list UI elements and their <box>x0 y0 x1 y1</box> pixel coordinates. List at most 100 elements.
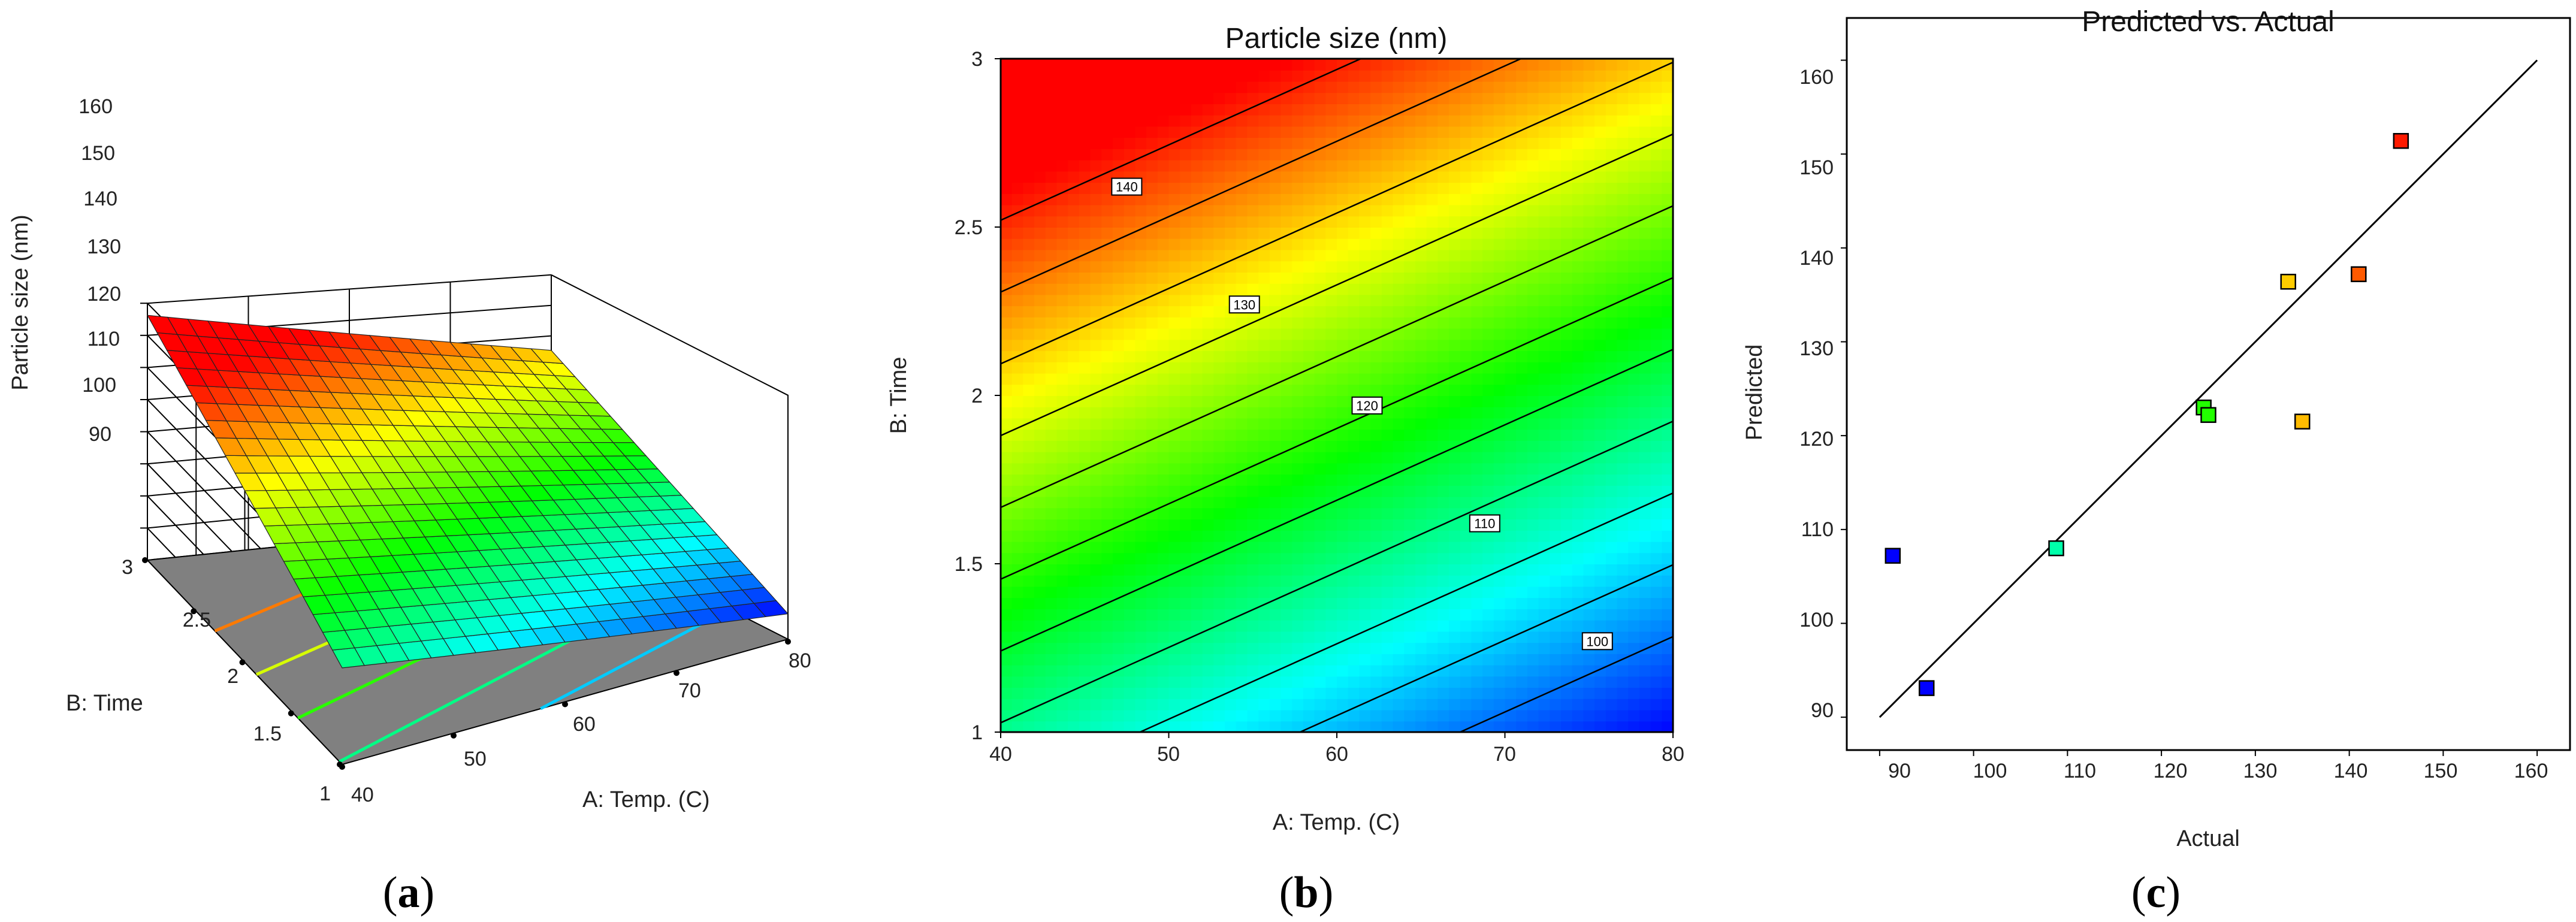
contour-cell <box>1180 339 1192 352</box>
contour-cell <box>1550 485 1562 497</box>
contour-cell <box>1337 227 1349 239</box>
contour-cell <box>1628 687 1640 699</box>
contour-cell <box>1113 541 1125 554</box>
contour-cell <box>1269 114 1282 127</box>
contour-cell <box>1505 193 1517 205</box>
contour-cell <box>1438 462 1449 475</box>
contour-cell <box>1594 373 1606 385</box>
contour-cell <box>1572 485 1584 497</box>
contour-cell <box>1538 159 1551 172</box>
contour-label-text: 110 <box>1474 516 1495 531</box>
contour-cell <box>1628 418 1640 430</box>
contour-cell <box>1034 406 1046 419</box>
contour-cell <box>1135 103 1147 116</box>
contour-cell <box>1583 316 1596 329</box>
contour-cell <box>1157 608 1170 621</box>
contour-cell <box>1348 586 1360 598</box>
contour-cell <box>1381 418 1394 430</box>
data-point <box>2393 132 2409 149</box>
contour-cell <box>1572 451 1584 464</box>
contour-cell <box>1337 103 1349 116</box>
contour-cell <box>1034 440 1046 452</box>
contour-cell <box>1482 597 1494 609</box>
contour-cell <box>1135 361 1147 374</box>
contour-cell <box>1202 653 1215 666</box>
contour-cell <box>1258 114 1270 127</box>
contour-cell <box>1471 114 1484 127</box>
contour-cell <box>1393 496 1405 509</box>
contour-cell <box>1426 193 1439 205</box>
contour-cell <box>1538 216 1551 228</box>
contour-cell <box>1281 384 1293 396</box>
contour-cell <box>1023 552 1035 564</box>
contour-cell <box>1438 114 1449 127</box>
contour-cell <box>1550 406 1562 419</box>
contour-cell <box>1381 294 1394 307</box>
contour-cell <box>1113 361 1125 374</box>
contour-cell <box>1393 474 1405 486</box>
contour-cell <box>1583 126 1596 138</box>
contour-cell <box>1561 552 1573 564</box>
contour-cell <box>1381 171 1394 183</box>
contour-cell <box>1460 249 1472 262</box>
contour-cell <box>1001 159 1013 172</box>
contour-cell <box>1426 249 1439 262</box>
contour-cell <box>1617 406 1629 419</box>
contour-cell <box>1639 204 1651 217</box>
contour-cell <box>1113 586 1125 598</box>
contour-cell <box>1415 496 1427 509</box>
contour-cell <box>1348 204 1360 217</box>
contour-cell <box>1113 564 1125 576</box>
contour-cell <box>1281 541 1293 554</box>
contour-cell <box>1393 418 1405 430</box>
contour-cell <box>1001 271 1013 284</box>
contour-cell <box>1056 92 1069 104</box>
contour-cell <box>1168 59 1181 71</box>
contour-cell <box>1650 339 1663 352</box>
contour-cell <box>1628 316 1640 329</box>
contour-cell <box>1101 159 1113 172</box>
contour-cell <box>1191 440 1203 452</box>
contour-cell <box>1605 238 1618 250</box>
contour-cell <box>1045 451 1058 464</box>
contour-cell <box>1236 485 1248 497</box>
contour-cell <box>1101 92 1113 104</box>
contour-cell <box>1337 328 1349 340</box>
contour-cell <box>1269 171 1282 183</box>
contour-cell <box>1572 328 1584 340</box>
contour-cell <box>1225 698 1237 711</box>
contour-cell <box>1516 193 1528 205</box>
contour-cell <box>1281 216 1293 228</box>
contour-cell <box>1583 462 1596 475</box>
contour-cell <box>1079 474 1091 486</box>
contour-cell <box>1561 642 1573 654</box>
contour-cell <box>1314 137 1327 149</box>
contour-cell <box>1034 462 1046 475</box>
contour-cell <box>1572 676 1584 688</box>
contour-cell <box>1011 373 1024 385</box>
contour-cell <box>1247 451 1260 464</box>
contour-cell <box>1045 631 1058 643</box>
contour-cell <box>1191 294 1203 307</box>
contour-cell <box>1583 159 1596 172</box>
contour-cell <box>1281 474 1293 486</box>
contour-cell <box>1213 193 1225 205</box>
contour-cell <box>1605 59 1618 71</box>
contour-cell <box>1493 384 1506 396</box>
contour-cell <box>1247 261 1260 273</box>
contour-cell <box>1269 462 1282 475</box>
contour-labels: 140 130 120 110 100 <box>1111 177 1613 651</box>
contour-cell <box>1191 519 1203 531</box>
contour-cell <box>1527 373 1539 385</box>
contour-cell <box>1101 642 1113 654</box>
contour-cell <box>1572 59 1584 71</box>
contour-cell <box>1314 496 1327 509</box>
contour-cell <box>1426 485 1439 497</box>
contour-cell <box>1191 507 1203 520</box>
contour-cell <box>1393 316 1405 329</box>
contour-cell <box>1090 103 1103 116</box>
contour-cell <box>1404 271 1416 284</box>
contour-cell <box>1314 406 1327 419</box>
contour-cell <box>1225 81 1237 93</box>
